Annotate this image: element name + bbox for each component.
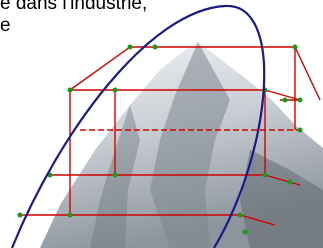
caption-line: e dans l'industrie, [0,0,147,14]
caption-line: e [0,16,11,36]
figure: e dans l'industrie, e [0,0,323,248]
illustration [0,0,323,248]
